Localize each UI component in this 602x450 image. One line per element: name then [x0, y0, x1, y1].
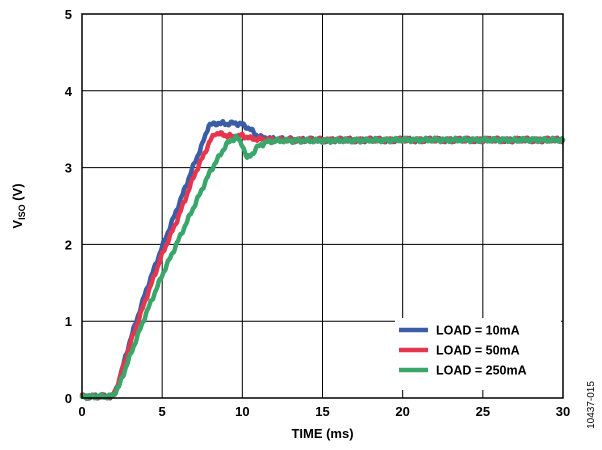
plot-frame	[81, 13, 564, 399]
y-tick-label: 3	[65, 161, 72, 176]
x-axis-label: TIME (ms)	[291, 426, 353, 441]
legend-label: LOAD = 250mA	[436, 364, 527, 378]
x-tick-label: 25	[476, 404, 490, 419]
x-tick-label: 30	[556, 404, 570, 419]
y-axis-label-main: V	[10, 220, 25, 229]
x-tick-label: 0	[78, 404, 85, 419]
legend-label: LOAD = 10mA	[436, 324, 520, 338]
x-tick-labels: 0 5 10 15 20 25 30	[78, 404, 570, 419]
x-tick-label: 10	[235, 404, 249, 419]
x-tick-label: 20	[395, 404, 409, 419]
y-tick-label: 2	[65, 237, 72, 252]
x-tick-label: 15	[315, 404, 329, 419]
plot-series	[79, 118, 566, 401]
y-tick-label: 0	[65, 391, 72, 406]
series-line	[79, 133, 566, 401]
y-tick-label: 4	[65, 84, 73, 99]
y-axis-label-unit: (V)	[10, 183, 25, 204]
y-tick-label: 5	[65, 7, 72, 22]
y-tick-label: 1	[65, 314, 72, 329]
legend-label: LOAD = 50mA	[436, 344, 520, 358]
x-tick-label: 5	[159, 404, 166, 419]
y-tick-labels: 0 1 2 3 4 5	[65, 7, 73, 406]
figure-id: 10437-015	[586, 381, 597, 429]
y-axis-label: VISO (V)	[10, 183, 27, 228]
y-axis-label-subscript: ISO	[17, 204, 27, 220]
legend: LOAD = 10mA LOAD = 50mA LOAD = 250mA	[395, 318, 561, 390]
